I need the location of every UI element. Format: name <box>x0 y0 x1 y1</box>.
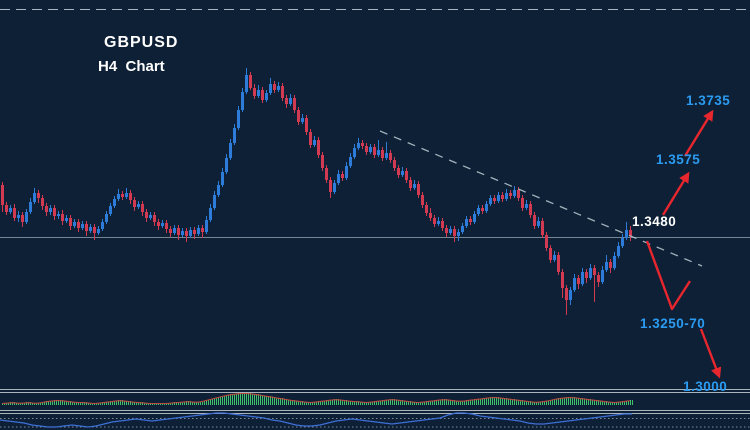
price-label-current-price: 1.3480 <box>632 214 677 229</box>
symbol-title: GBPUSD <box>104 34 179 51</box>
price-label-target-high-2: 1.3575 <box>656 152 701 167</box>
price-label-target-low: 1.3000 <box>683 379 728 394</box>
timeframe-title: H4 Chart <box>98 58 165 75</box>
price-label-target-high-1: 1.3735 <box>686 93 731 108</box>
chart-title-block: GBPUSD H4 Chart <box>98 34 178 75</box>
price-label-support-zone: 1.3250-70 <box>640 316 706 331</box>
